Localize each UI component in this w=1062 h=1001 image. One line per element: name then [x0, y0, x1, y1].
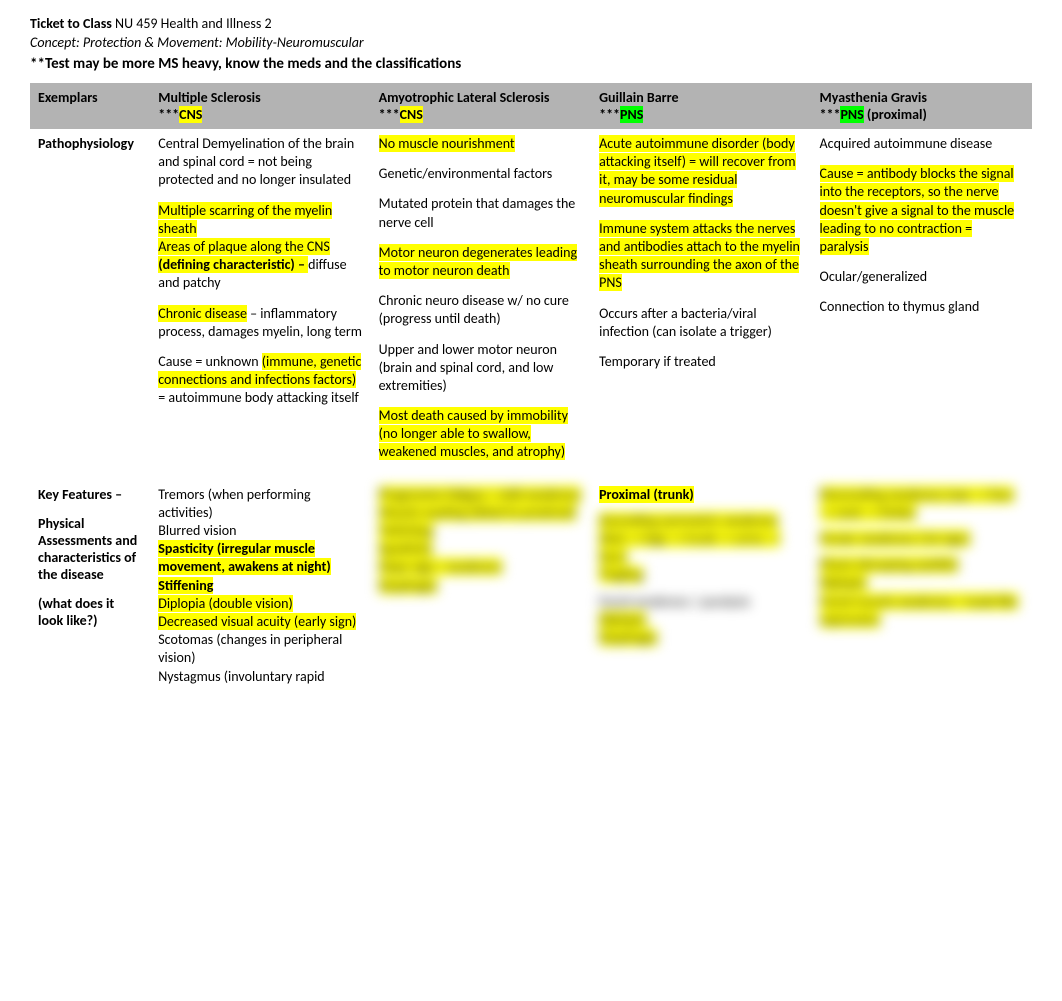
document-header: Ticket to Class NU 459 Health and Illnes…	[30, 15, 1032, 73]
cell-als-patho: No muscle nourishment Genetic/environmen…	[371, 129, 591, 480]
cell-als-features: Progressive fatigue / mild weakness Musc…	[371, 480, 591, 692]
cell-gb-features: Proximal (trunk) Ascending symmetric wea…	[591, 480, 811, 692]
col-header-ms: Multiple Sclerosis ***CNS	[150, 83, 370, 129]
col-header-gb: Guillain Barre ***PNS	[591, 83, 811, 129]
test-note: **Test may be more MS heavy, know the me…	[30, 55, 1032, 73]
ticket-label: Ticket to Class	[30, 15, 112, 32]
col-header-als: Amyotrophic Lateral Sclerosis ***CNS	[371, 83, 591, 129]
row-pathophysiology: Pathophysiology Central Demyelination of…	[30, 129, 1032, 480]
cell-mg-features: Descending weakness (eye → face → neck →…	[812, 480, 1032, 692]
col-header-exemplars: Exemplars	[30, 83, 150, 129]
cell-mg-patho: Acquired autoimmune disease Cause = anti…	[812, 129, 1032, 480]
row-label-features: Key Features – Physical Assessments and …	[30, 480, 150, 692]
row-key-features: Key Features – Physical Assessments and …	[30, 480, 1032, 692]
row-label-patho: Pathophysiology	[30, 129, 150, 480]
concept-line: Concept: Protection & Movement: Mobility…	[30, 34, 1032, 51]
header-line-1: Ticket to Class NU 459 Health and Illnes…	[30, 15, 1032, 32]
table-header-row: Exemplars Multiple Sclerosis ***CNS Amyo…	[30, 83, 1032, 129]
course-name: NU 459 Health and Illness 2	[112, 15, 272, 32]
comparison-table: Exemplars Multiple Sclerosis ***CNS Amyo…	[30, 83, 1032, 692]
cell-ms-patho: Central Demyelination of the brain and s…	[150, 129, 370, 480]
col-header-mg: Myasthenia Gravis ***PNS (proximal)	[812, 83, 1032, 129]
cell-ms-features: Tremors (when performing activities) Blu…	[150, 480, 370, 692]
cell-gb-patho: Acute autoimmune disorder (body attackin…	[591, 129, 811, 480]
